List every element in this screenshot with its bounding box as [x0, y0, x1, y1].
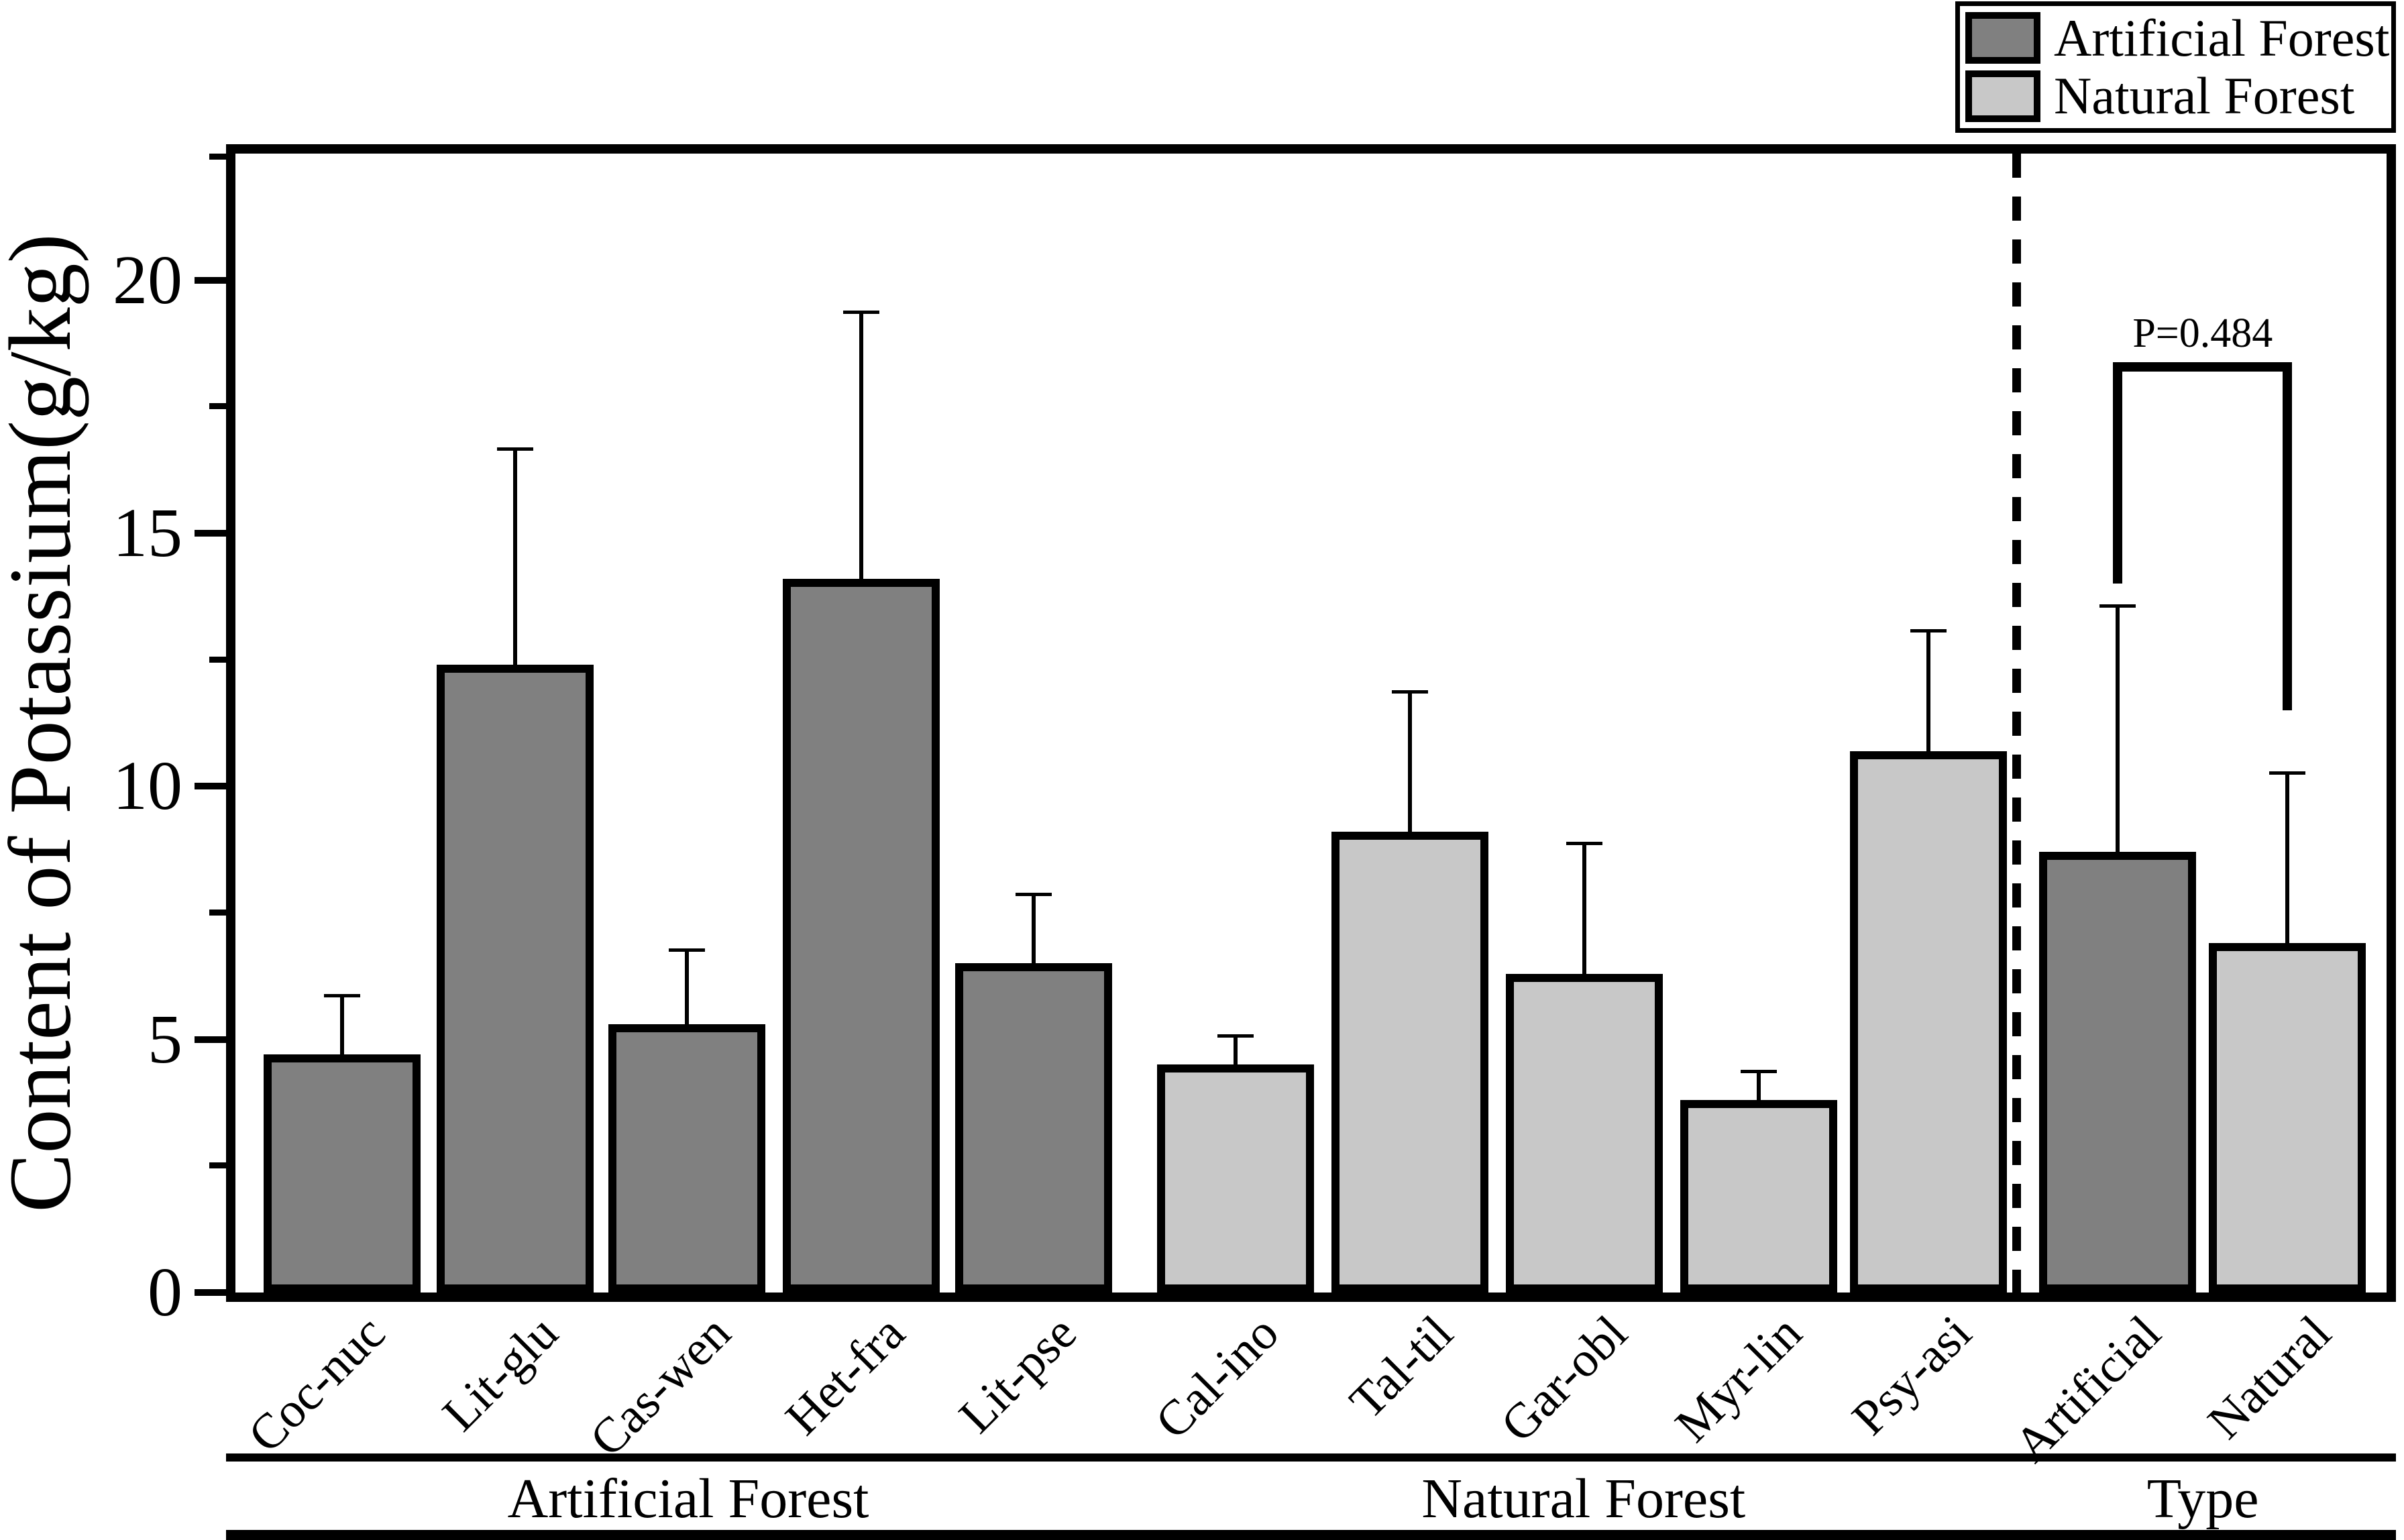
error-cap-psy-asi: [1910, 629, 1947, 633]
x-tick-label-het-fra: Het-fra: [775, 1305, 916, 1446]
legend-swatch-artificial-forest: [1965, 12, 2040, 64]
bar-het-fra: [783, 578, 940, 1292]
error-bar-cal-ino: [1234, 1034, 1238, 1066]
bar-gar-obl: [1505, 973, 1663, 1292]
bar-psy-asi: [1849, 751, 2007, 1292]
error-cap-lit-glu: [496, 447, 533, 451]
error-bar-lit-glu: [512, 447, 517, 667]
significance-bracket-top: [2113, 362, 2293, 372]
y-tick-label: 15: [113, 494, 182, 571]
y-axis-title: Content of Potassium(g/kg): [0, 233, 89, 1213]
group-label-artificial-forest: Artificial Forest: [507, 1468, 869, 1530]
y-minor-tick: [209, 910, 226, 916]
error-cap-tal-til: [1392, 690, 1429, 694]
bar-coc-nuc: [264, 1054, 421, 1292]
bar-cal-ino: [1157, 1064, 1315, 1292]
y-major-tick: [195, 276, 226, 284]
error-bar-cas-wen: [685, 948, 690, 1026]
group-separator-line-top: [226, 1453, 2396, 1462]
group-separator-line-bottom: [226, 1530, 2396, 1540]
group-label-natural-forest: Natural Forest: [1421, 1468, 1746, 1530]
x-tick-label-psy-asi: Psy-asi: [1841, 1305, 1983, 1446]
bar-artificial: [2039, 852, 2197, 1292]
error-cap-het-fra: [843, 310, 880, 314]
bar-lit-pse: [954, 963, 1112, 1292]
p-value-annotation: P=0.484: [2132, 310, 2273, 356]
x-tick-label-gar-obl: Gar-obl: [1490, 1305, 1638, 1453]
y-tick-label: 0: [148, 1254, 182, 1331]
bar-myr-lin: [1680, 1100, 1837, 1292]
error-bar-gar-obl: [1582, 842, 1586, 975]
x-tick-label-lit-glu: Lit-glu: [432, 1305, 569, 1442]
error-cap-cas-wen: [669, 948, 706, 952]
x-tick-label-cas-wen: Cas-wen: [579, 1305, 741, 1468]
type-separator-dashed-line: [2012, 154, 2022, 1292]
bar-cas-wen: [608, 1024, 766, 1292]
error-bar-artificial: [2116, 604, 2120, 854]
error-bar-het-fra: [859, 310, 864, 580]
y-minor-tick: [209, 403, 226, 410]
error-cap-myr-lin: [1740, 1069, 1777, 1073]
legend-swatch-natural-forest: [1965, 70, 2040, 122]
legend-item-natural-forest: Natural Forest: [1960, 70, 2391, 122]
y-tick-label: 20: [113, 241, 182, 319]
error-cap-lit-pse: [1015, 892, 1052, 896]
legend-item-artificial-forest: Artificial Forest: [1960, 8, 2391, 67]
error-cap-cal-ino: [1217, 1034, 1254, 1038]
y-tick-label: 10: [113, 747, 182, 825]
error-bar-lit-pse: [1031, 892, 1036, 965]
x-tick-label-tal-til: Tal-til: [1340, 1305, 1464, 1430]
group-label-type: Type: [2146, 1468, 2259, 1530]
x-tick-label-lit-pse: Lit-pse: [948, 1305, 1087, 1444]
legend: Artificial Forest Natural Forest: [1955, 1, 2396, 133]
x-tick-label-myr-lin: Myr-lin: [1664, 1305, 1812, 1453]
group-labels: Artificial Forest Natural Forest Type: [235, 1471, 2387, 1530]
legend-label-artificial-forest: Artificial Forest: [2054, 8, 2390, 67]
y-major-tick: [195, 1289, 226, 1296]
x-tick-label-artificial: Artificial: [2004, 1305, 2172, 1473]
error-cap-natural: [2269, 771, 2306, 775]
y-major-tick: [195, 530, 226, 537]
error-bar-tal-til: [1408, 690, 1413, 834]
x-tick-label-cal-ino: Cal-ino: [1145, 1305, 1290, 1450]
error-bar-myr-lin: [1756, 1069, 1761, 1102]
plot-area: 0 5 10 15 20 P=0.484: [113, 144, 2396, 1327]
x-axis-labels: Coc-nuc Lit-glu Cas-wen Het-fra Lit-pse Cal-i…: [235, 1305, 2387, 1473]
significance-bracket-left-leg: [2113, 362, 2123, 584]
x-tick-label-natural: Natural: [2197, 1305, 2342, 1450]
error-cap-gar-obl: [1566, 842, 1602, 846]
error-bar-natural: [2285, 771, 2290, 945]
y-minor-tick: [209, 656, 226, 663]
y-tick-label: 5: [148, 1000, 182, 1078]
y-minor-tick: [209, 154, 226, 160]
bar-natural: [2209, 943, 2366, 1292]
bar-lit-glu: [436, 665, 594, 1292]
y-major-tick: [195, 783, 226, 790]
y-minor-tick: [209, 1162, 226, 1169]
error-bar-psy-asi: [1926, 629, 1930, 753]
x-tick-label-coc-nuc: Coc-nuc: [237, 1305, 396, 1464]
error-bar-coc-nuc: [340, 993, 345, 1056]
legend-label-natural-forest: Natural Forest: [2054, 66, 2355, 125]
bar-tal-til: [1331, 832, 1489, 1292]
y-major-tick: [195, 1036, 226, 1043]
error-cap-coc-nuc: [324, 993, 361, 997]
error-cap-artificial: [2099, 604, 2136, 608]
significance-bracket-right-leg: [2283, 362, 2293, 711]
